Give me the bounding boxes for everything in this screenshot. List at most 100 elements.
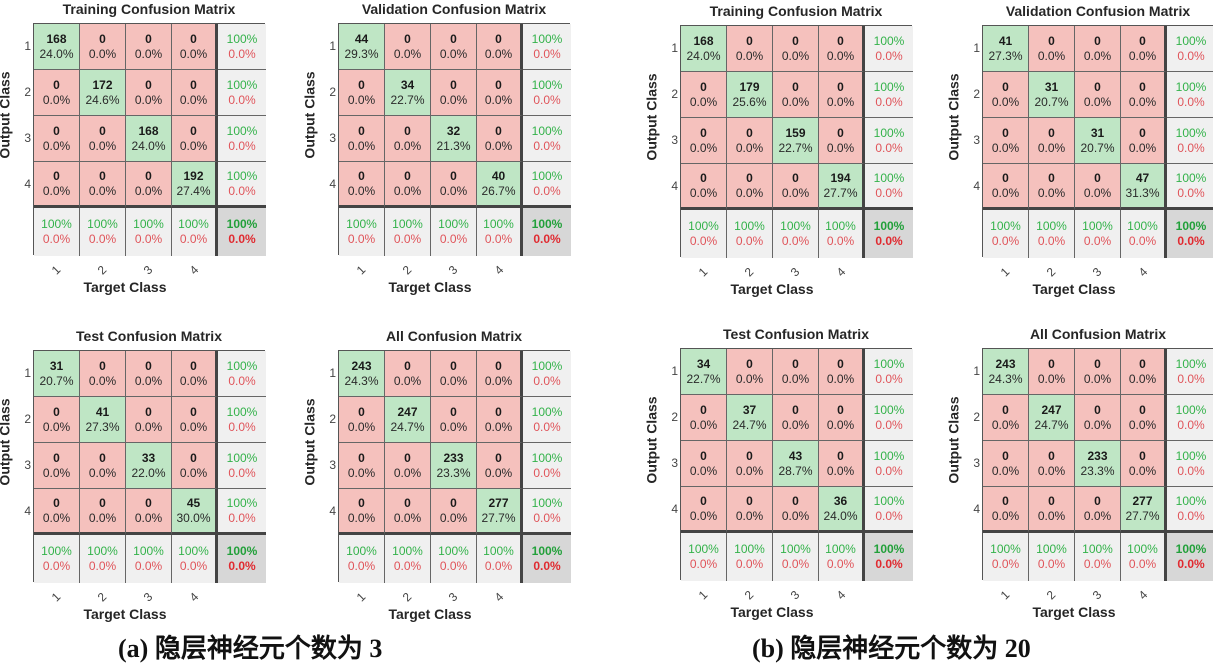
- cell-percent: 0.0%: [826, 94, 855, 109]
- column-summary-cell: 100% 0.0%: [727, 533, 773, 581]
- cell-value: 100%: [1175, 356, 1207, 371]
- correct-cell: 168 24.0%: [126, 116, 172, 162]
- error-cell: 0 0.0%: [727, 487, 773, 533]
- cell-value: 100%: [1175, 542, 1207, 556]
- cell-value: 0: [145, 495, 152, 510]
- correct-cell: 33 22.0%: [126, 443, 172, 489]
- y-axis-label-text: Output Class: [946, 396, 962, 484]
- row-tick-label: 4: [329, 177, 336, 191]
- row-summary-cell: 100% 0.0%: [865, 72, 913, 118]
- cell-percent: 0.0%: [991, 463, 1020, 478]
- error-cell: 0 0.0%: [727, 441, 773, 487]
- cell-percent: 0.0%: [735, 463, 764, 478]
- cell-value: 0: [1002, 493, 1009, 508]
- cell-percent: 0.0%: [735, 140, 764, 155]
- cell-value: 0: [358, 168, 365, 183]
- cell-percent: 0.0%: [1128, 140, 1157, 155]
- correct-cell: 233 23.3%: [1075, 441, 1121, 487]
- cell-value: 100%: [531, 217, 563, 231]
- error-cell: 0 0.0%: [681, 487, 727, 533]
- cell-percent: 0.0%: [179, 373, 208, 388]
- cell-percent: 0.0%: [484, 419, 513, 434]
- row-tick-label: 3: [671, 133, 678, 147]
- cell-value: 33: [141, 450, 156, 465]
- correct-cell: 41 27.3%: [983, 26, 1029, 72]
- cell-percent: 0.0%: [1177, 371, 1205, 386]
- row-summary-cell: 100% 0.0%: [218, 489, 266, 535]
- cell-value: 0: [746, 448, 753, 463]
- cell-value: 0: [837, 448, 844, 463]
- cell-value: 277: [488, 495, 509, 510]
- cell-value: 0: [1048, 170, 1055, 185]
- error-cell: 0 0.0%: [80, 162, 126, 208]
- cell-value: 100%: [226, 168, 258, 183]
- error-cell: 0 0.0%: [172, 116, 218, 162]
- cell-value: 37: [742, 402, 757, 417]
- cell-percent: 0.0%: [439, 183, 468, 198]
- cell-percent: 0.0%: [347, 510, 376, 525]
- cell-percent: 0.0%: [42, 138, 71, 153]
- correct-cell: 31 20.7%: [1075, 118, 1121, 164]
- cell-percent: 27.7%: [1125, 508, 1160, 523]
- row-tick-label: 3: [329, 458, 336, 472]
- cell-value: 0: [190, 358, 197, 373]
- cell-value: 0: [837, 402, 844, 417]
- matrix-title: All Confusion Matrix: [385, 328, 523, 344]
- row-tick-label: 2: [671, 410, 678, 424]
- matrix-title: Training Confusion Matrix: [62, 1, 236, 17]
- error-cell: 0 0.0%: [681, 441, 727, 487]
- y-axis-label-text: Output Class: [0, 71, 13, 159]
- correct-cell: 43 28.7%: [773, 441, 819, 487]
- cell-percent: 0.0%: [484, 138, 513, 153]
- cell-percent: 0.0%: [42, 465, 71, 480]
- cell-percent: 0.0%: [533, 232, 561, 246]
- cell-value: 31: [1044, 79, 1059, 94]
- cell-percent: 0.0%: [1177, 94, 1205, 109]
- cell-percent: 0.0%: [533, 373, 561, 388]
- row-tick-label: 2: [329, 412, 336, 426]
- cell-percent: 0.0%: [1037, 371, 1066, 386]
- cell-percent: 0.0%: [826, 234, 855, 248]
- cell-value: 0: [53, 77, 60, 92]
- cell-percent: 0.0%: [484, 92, 513, 107]
- row-summary-cell: 100% 0.0%: [523, 162, 571, 208]
- error-cell: 0 0.0%: [339, 116, 385, 162]
- cell-percent: 24.0%: [39, 46, 74, 61]
- y-axis-label-text: Output Class: [302, 398, 318, 486]
- cell-value: 0: [450, 168, 457, 183]
- cell-percent: 24.6%: [85, 92, 120, 107]
- cell-value: 100%: [780, 219, 811, 233]
- cell-value: 100%: [438, 544, 469, 558]
- y-axis-label-text: Output Class: [946, 73, 962, 161]
- cell-percent: 0.0%: [179, 138, 208, 153]
- row-summary-cell: 100% 0.0%: [1167, 26, 1213, 72]
- cell-percent: 0.0%: [826, 140, 855, 155]
- cell-percent: 0.0%: [347, 183, 376, 198]
- row-tick-label: 1: [329, 366, 336, 380]
- matrix-grid: 168 24.0% 0 0.0% 0 0.0% 0 0.0% 100% 0.0% 0 0.0% 172 2…: [33, 23, 266, 256]
- cell-value: 0: [1048, 356, 1055, 371]
- column-summary-cell: 100% 0.0%: [1029, 210, 1075, 258]
- cell-percent: 20.7%: [1080, 140, 1115, 155]
- cell-value: 0: [1048, 448, 1055, 463]
- cell-value: 0: [99, 450, 106, 465]
- cell-percent: 0.0%: [875, 94, 903, 109]
- cell-value: 100%: [226, 544, 258, 558]
- cell-percent: 0.0%: [439, 92, 468, 107]
- cell-percent: 23.3%: [436, 465, 471, 480]
- cell-value: 0: [792, 79, 799, 94]
- y-axis-label: Output Class: [642, 348, 662, 532]
- cell-value: 100%: [226, 217, 258, 231]
- cell-percent: 27.3%: [988, 48, 1023, 63]
- row-summary-cell: 100% 0.0%: [523, 489, 571, 535]
- cell-percent: 0.0%: [439, 373, 468, 388]
- error-cell: 0 0.0%: [983, 441, 1029, 487]
- error-cell: 0 0.0%: [126, 489, 172, 535]
- cell-value: 0: [53, 168, 60, 183]
- cell-value: 243: [351, 358, 372, 373]
- cell-percent: 27.4%: [176, 183, 211, 198]
- cell-value: 100%: [531, 77, 563, 92]
- error-cell: 0 0.0%: [681, 118, 727, 164]
- error-cell: 0 0.0%: [773, 395, 819, 441]
- cell-percent: 0.0%: [134, 510, 163, 525]
